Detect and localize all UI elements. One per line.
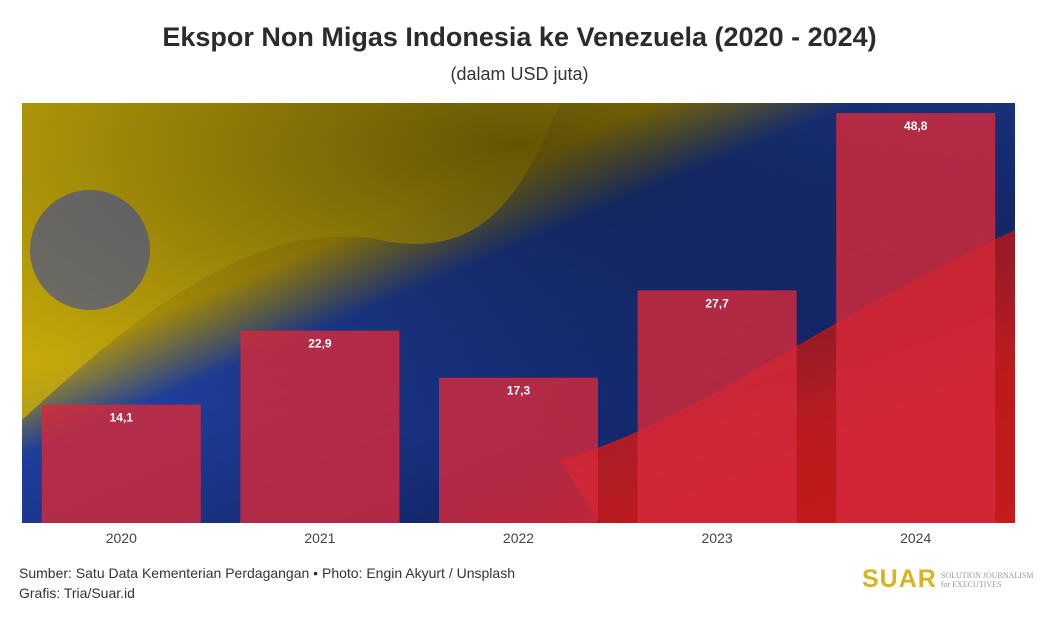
x-tick-label: 2021 (304, 530, 335, 546)
bar-2021 (240, 330, 400, 523)
data-label: 14,1 (110, 411, 134, 425)
x-tick-label: 2020 (106, 530, 137, 546)
x-tick-label: 2023 (702, 530, 733, 546)
data-label: 22,9 (308, 337, 332, 351)
chart-footer: Sumber: Satu Data Kementerian Perdaganga… (19, 563, 515, 603)
suar-logo: SUAR SOLUTION JOURNALISM for EXECUTIVES (862, 565, 1034, 594)
x-tick-label: 2024 (900, 530, 931, 546)
chart-title: Ekspor Non Migas Indonesia ke Venezuela … (162, 22, 877, 52)
x-tick-label: 2022 (503, 530, 534, 546)
logo-word: SUAR (862, 565, 937, 593)
chart-subtitle: (dalam USD juta) (450, 64, 589, 84)
bar-2022 (439, 377, 598, 523)
bar-2024 (836, 113, 996, 523)
bar-2023 (637, 290, 797, 523)
bar-2020 (41, 404, 201, 523)
data-label: 27,7 (705, 296, 729, 310)
data-label: 48,8 (904, 119, 928, 133)
bar-chart: 14,1 22,9 17,3 27,7 48,8 2020 2021 2022 2023 202… (22, 103, 1015, 546)
data-label: 17,3 (507, 384, 531, 398)
logo-tagline: SOLUTION JOURNALISM for EXECUTIVES (940, 570, 1034, 589)
source-note: Sumber: Satu Data Kementerian Perdaganga… (19, 565, 515, 581)
credit-note: Grafis: Tria/Suar.id (19, 585, 135, 601)
